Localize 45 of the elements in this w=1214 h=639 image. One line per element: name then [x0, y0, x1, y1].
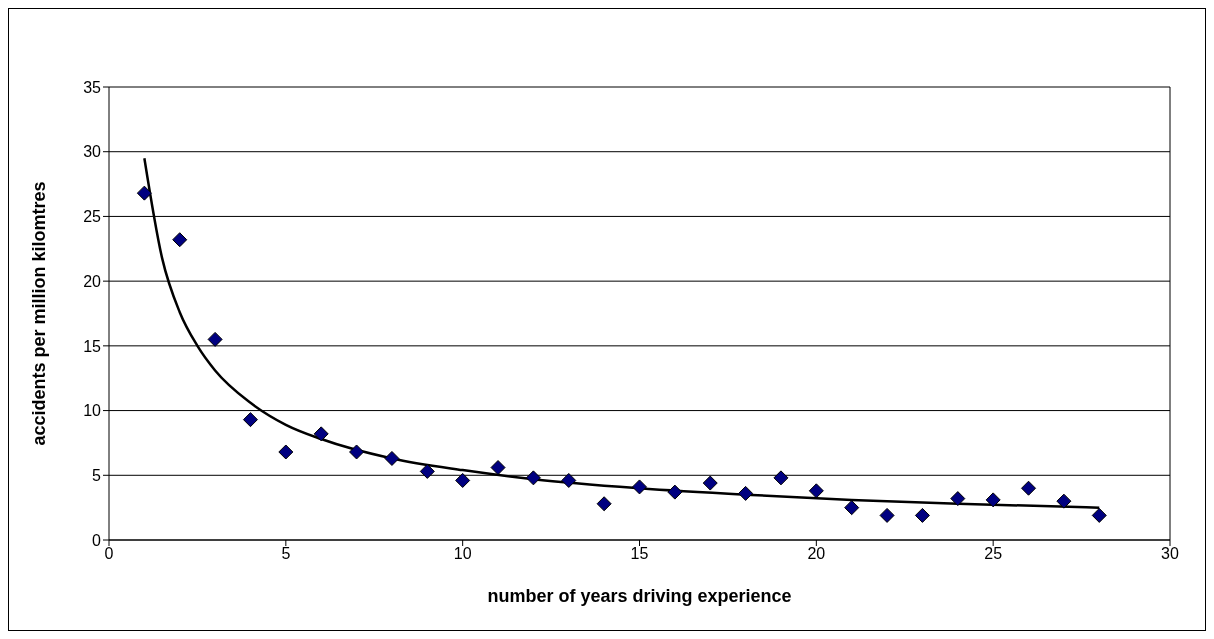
x-tick-label: 20 [807, 545, 826, 563]
point [207, 331, 223, 347]
point [596, 496, 612, 512]
y-tick-label: 35 [83, 78, 102, 96]
point [136, 185, 152, 201]
point [667, 484, 683, 500]
point [879, 507, 895, 523]
point [525, 470, 541, 486]
x-tick-label: 25 [984, 545, 1003, 563]
point [313, 426, 329, 442]
point [632, 479, 647, 495]
point [242, 412, 258, 428]
point [1021, 480, 1037, 496]
point [172, 232, 188, 248]
point [384, 450, 400, 466]
y-axis-title: accidents per million kilomtres [29, 181, 50, 446]
x-tick-label: 0 [104, 545, 114, 563]
point [738, 485, 754, 501]
x-axis-title: number of years driving experience [487, 586, 792, 606]
point [1091, 507, 1107, 523]
y-tick-label: 30 [83, 143, 102, 161]
point [914, 507, 930, 523]
x-tick-label: 5 [281, 545, 291, 563]
y-tick-label: 15 [83, 337, 102, 355]
point [844, 500, 860, 516]
y-tick-label: 25 [83, 208, 102, 226]
point [702, 475, 718, 491]
point [490, 460, 506, 476]
point [419, 463, 435, 479]
point [561, 472, 577, 488]
x-tick-label: 10 [453, 545, 472, 563]
point [773, 470, 789, 486]
y-tick-label: 20 [83, 272, 102, 290]
point [985, 492, 1001, 508]
point [455, 472, 471, 488]
y-tick-label: 5 [92, 466, 102, 484]
x-tick-label: 15 [630, 545, 649, 563]
y-tick-label: 10 [83, 402, 102, 420]
y-tick-label: 0 [92, 531, 102, 549]
point [278, 444, 294, 460]
point [808, 483, 824, 499]
point [1056, 493, 1072, 509]
x-tick-label: 30 [1161, 545, 1179, 563]
point [950, 491, 966, 507]
point [349, 444, 365, 460]
